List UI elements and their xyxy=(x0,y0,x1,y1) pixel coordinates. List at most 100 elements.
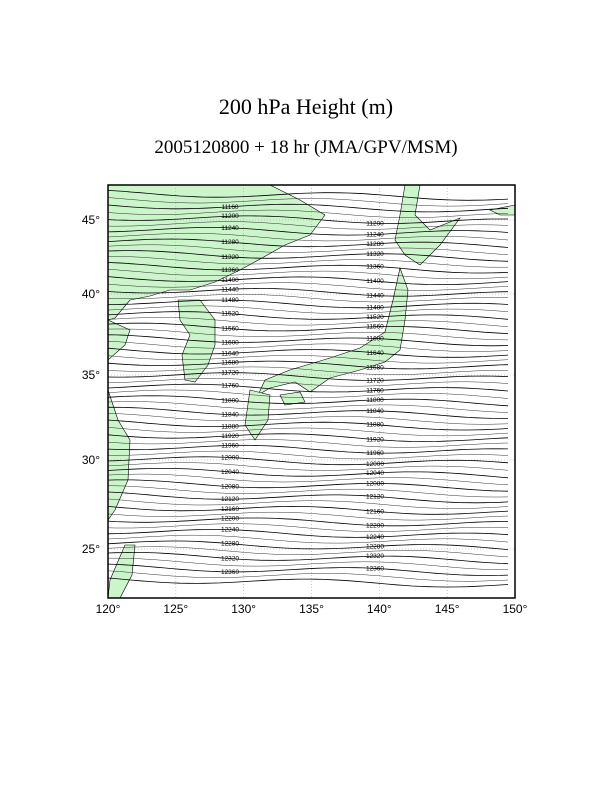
contour-line xyxy=(108,383,509,393)
contour-line xyxy=(108,517,508,527)
contour-line xyxy=(108,552,509,565)
contour-line xyxy=(108,529,509,538)
contour-line xyxy=(108,439,509,448)
contour-label: 11680 xyxy=(366,365,384,372)
contour-line xyxy=(108,378,509,387)
contour-label: 11480 xyxy=(366,305,384,312)
contour-line xyxy=(108,317,509,327)
contour-line xyxy=(108,311,509,320)
contour-label: 12160 xyxy=(221,506,239,513)
contour-label: 11520 xyxy=(221,311,239,318)
contour-label: 11640 xyxy=(221,350,239,357)
lat-tick-label: 30° xyxy=(82,453,100,467)
contour-line xyxy=(108,282,509,291)
contour-label: 11400 xyxy=(366,278,384,285)
contour-line xyxy=(108,294,509,303)
lat-tick-label: 25° xyxy=(82,542,100,556)
contour-line xyxy=(108,540,509,550)
contour-line xyxy=(108,535,509,544)
contour-label: 11840 xyxy=(366,408,384,415)
land-honshu xyxy=(257,266,409,396)
land-continent-north xyxy=(108,185,326,321)
contour-line xyxy=(108,570,509,582)
contour-label: 11200 xyxy=(366,220,384,227)
contour-line xyxy=(108,215,508,224)
contour-line xyxy=(108,505,509,515)
contour-label: 11920 xyxy=(366,437,384,444)
contour-label: 11360 xyxy=(366,263,384,270)
contour-line xyxy=(108,450,509,460)
contour-label: 11960 xyxy=(221,442,239,449)
contour-line xyxy=(108,419,509,431)
contour-line xyxy=(108,250,509,262)
contour-label: 12080 xyxy=(366,480,384,487)
contour-line xyxy=(108,221,509,230)
contour-line xyxy=(108,479,509,492)
contour-label: 11560 xyxy=(221,326,239,333)
contour-label: 11880 xyxy=(221,423,239,430)
contour-label: 11280 xyxy=(366,241,384,248)
contour-line xyxy=(108,406,508,419)
contour-line xyxy=(108,366,508,375)
contour-line xyxy=(108,389,509,399)
contour-labels: 11160 11200 11200 11240 11240 11280 11280 11320… xyxy=(221,204,384,576)
contour-label: 11560 xyxy=(366,324,384,331)
contour-label: 11760 xyxy=(366,388,384,395)
contour-label: 11720 xyxy=(221,370,239,377)
contour-label: 11320 xyxy=(221,254,239,261)
contour-line xyxy=(108,203,509,213)
contour-line xyxy=(108,512,509,521)
axes: 120° 125° 130° 135° 140° 145° 150° 45° 40° 35° 30°… xyxy=(82,213,528,616)
contour-label: 11200 xyxy=(221,213,239,220)
contour-line xyxy=(108,546,509,558)
lon-tick-label: 135° xyxy=(299,602,324,616)
contour-line xyxy=(108,209,509,218)
contour-line xyxy=(108,372,509,381)
contour-line xyxy=(108,288,509,297)
contour-label: 11800 xyxy=(221,397,239,404)
contour-line xyxy=(108,227,509,236)
contour-line xyxy=(108,305,509,314)
lat-tick-label: 40° xyxy=(82,287,100,301)
contour-label: 12200 xyxy=(221,515,239,522)
contour-line xyxy=(108,347,509,358)
contour-line xyxy=(108,334,509,347)
contour-line xyxy=(108,577,509,588)
contour-line xyxy=(108,401,509,413)
contour-line xyxy=(108,413,509,425)
contour-line xyxy=(108,197,509,207)
contour-line xyxy=(108,427,509,436)
contour-label: 11880 xyxy=(366,422,384,429)
contour-line xyxy=(108,444,509,454)
lon-tick-label: 145° xyxy=(435,602,460,616)
contour-line xyxy=(108,395,509,407)
contour-label: 12120 xyxy=(366,493,384,500)
contour-label: 12360 xyxy=(366,565,384,572)
contour-label: 11760 xyxy=(221,383,239,390)
contour-line xyxy=(108,433,509,442)
subtitle: 2005120800 + 18 hr (JMA/GPV/MSM) xyxy=(154,137,457,158)
contour-label: 12280 xyxy=(366,543,384,550)
contour-label: 11240 xyxy=(366,232,384,239)
contour-line xyxy=(108,456,509,466)
contour-label: 12200 xyxy=(366,522,384,529)
contour-label: 12240 xyxy=(221,527,239,534)
lon-tick-label: 120° xyxy=(96,602,121,616)
contour-line xyxy=(108,563,509,576)
contour-label: 11960 xyxy=(366,450,384,457)
contour-label: 12240 xyxy=(366,534,384,541)
lat-tick-label: 45° xyxy=(82,213,100,227)
contour-label: 12320 xyxy=(366,553,384,560)
contour-label: 11400 xyxy=(221,277,239,284)
contour-label: 11320 xyxy=(366,251,384,258)
contour-line xyxy=(108,360,509,370)
contour-label: 12160 xyxy=(366,508,384,515)
contour-label: 11440 xyxy=(366,293,384,300)
lon-tick-label: 150° xyxy=(503,602,528,616)
lon-tick-label: 140° xyxy=(367,602,392,616)
contour-line xyxy=(108,299,509,309)
contour-line xyxy=(108,269,509,279)
contour-line xyxy=(108,190,509,201)
contour-label: 12080 xyxy=(221,484,239,491)
